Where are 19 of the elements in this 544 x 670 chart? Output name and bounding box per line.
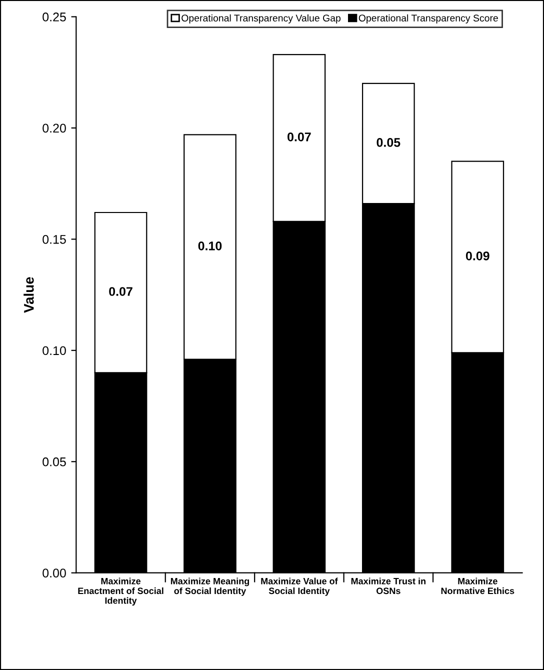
y-tick-label: 0.25 — [42, 12, 66, 22]
data-label: 0.07 — [109, 287, 132, 296]
y-tick-label: 0.10 — [42, 346, 66, 356]
data-label: 0.05 — [376, 138, 400, 147]
data-label: 0.07 — [288, 132, 311, 142]
legend-label: Operational Transparency Value Gap — [182, 14, 341, 24]
y-tick-label: 0.15 — [42, 234, 66, 244]
y-tick-label: 0.05 — [42, 457, 66, 466]
x-tick-label: Maximize Normative Ethics — [441, 578, 514, 594]
x-tick-label: Maximize Meaning of Social Identity — [170, 578, 250, 596]
y-tick-label: 0.00 — [42, 568, 66, 578]
x-tick-label: Maximize Trust in OSNs — [351, 578, 426, 594]
x-tick-label: Maximize Enactment of Social Identity — [78, 578, 164, 606]
data-label: 0.09 — [466, 251, 490, 260]
x-tick-label: Maximize Value of Social Identity — [261, 578, 338, 596]
y-axis-title: Value — [24, 277, 34, 313]
y-tick-label: 0.20 — [42, 124, 66, 133]
legend-label: Operational Transparency Score — [358, 14, 498, 24]
data-label: 0.10 — [198, 241, 222, 250]
